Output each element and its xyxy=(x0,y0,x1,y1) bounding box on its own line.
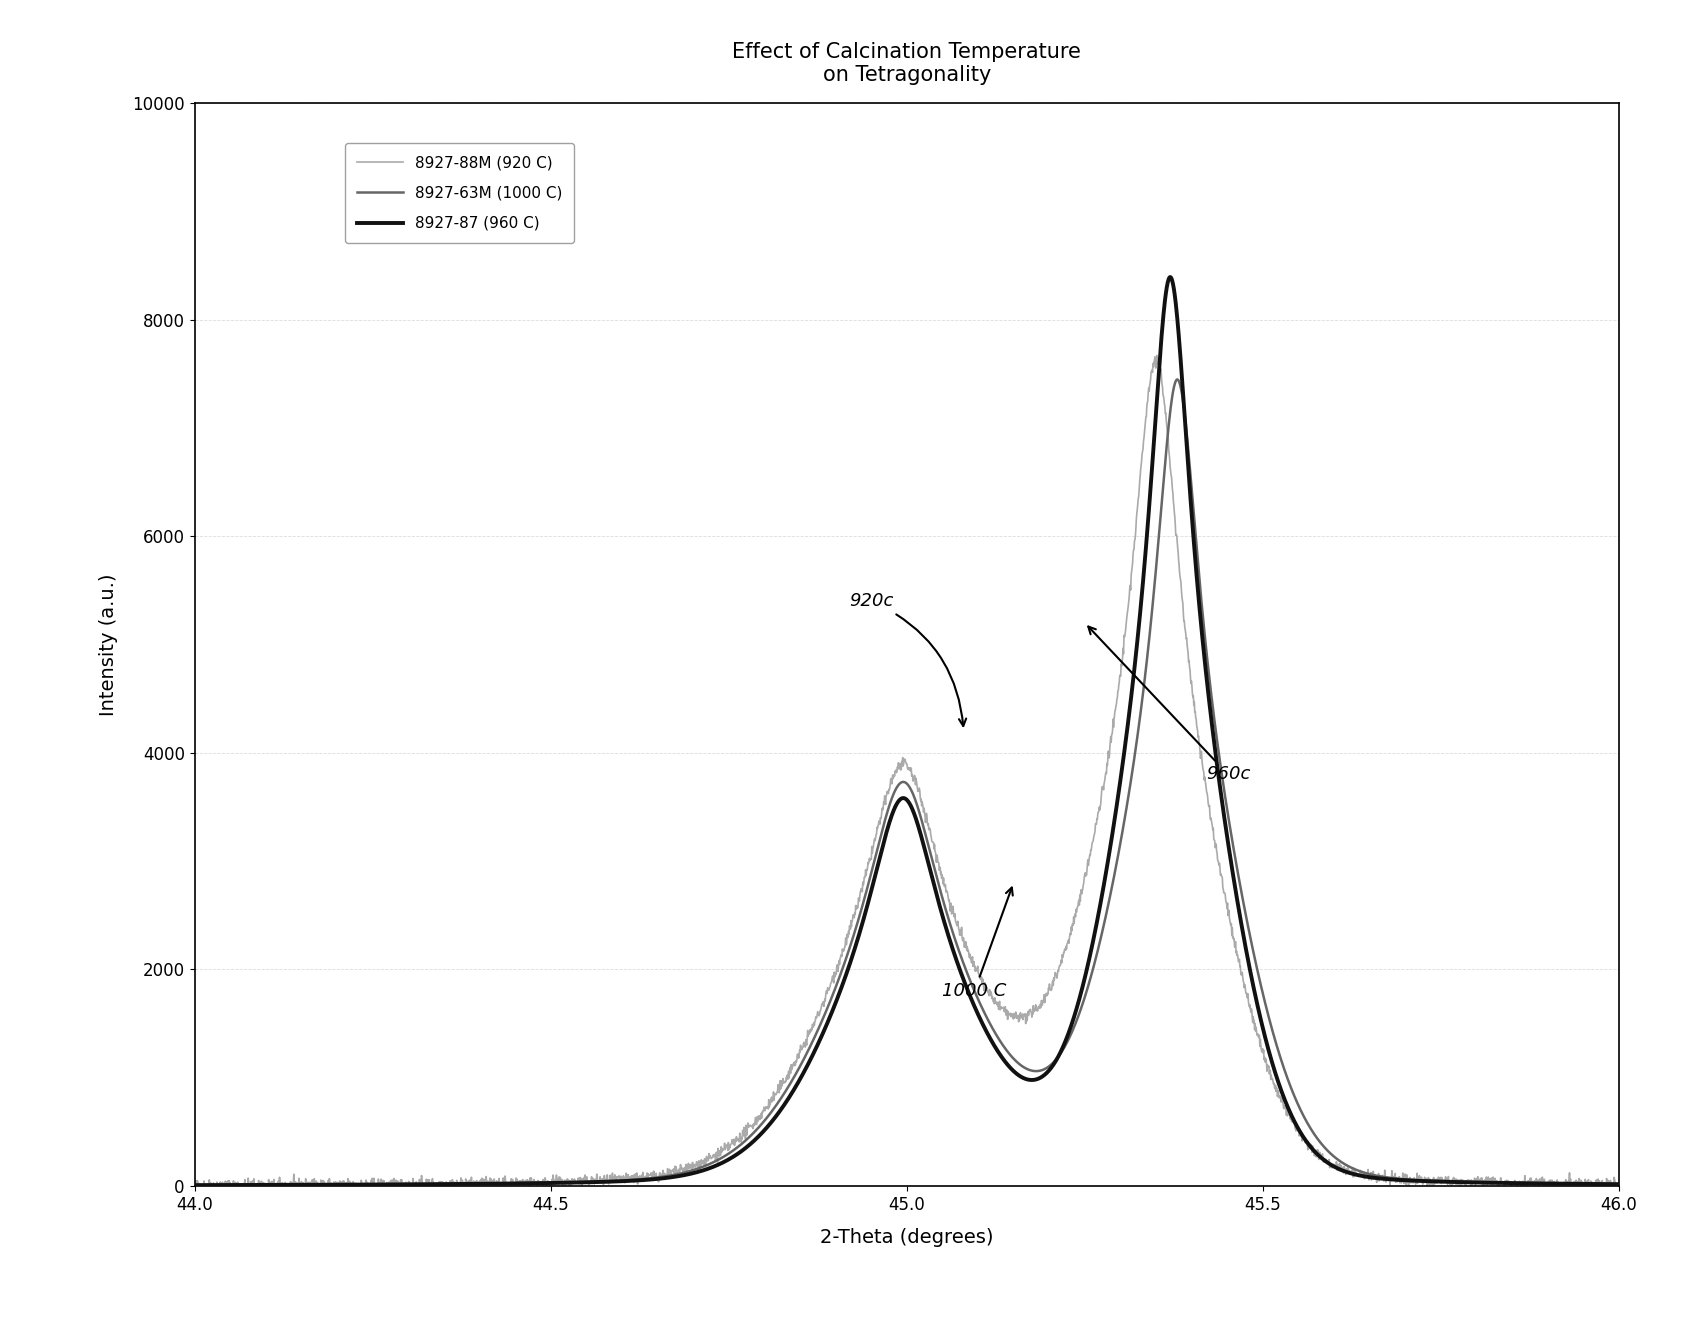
8927-88M (920 C) xyxy=(184,1175,204,1191)
Y-axis label: Intensity (a.u.): Intensity (a.u.) xyxy=(99,574,118,716)
Legend: 8927-88M (920 C), 8927-63M (1000 C), 8927-87 (960 C): 8927-88M (920 C), 8927-63M (1000 C), 892… xyxy=(344,143,575,243)
8927-63M (1000 C) xyxy=(1167,372,1187,388)
8927-88M (920 C) xyxy=(1608,1177,1629,1193)
8927-88M (920 C) xyxy=(792,1040,813,1056)
8927-88M (920 C) xyxy=(347,1178,368,1194)
8927-63M (1000 C) xyxy=(1581,1175,1602,1191)
8927-63M (1000 C) xyxy=(184,1177,204,1193)
8927-87 (960 C) xyxy=(347,1177,368,1193)
X-axis label: 2-Theta (degrees): 2-Theta (degrees) xyxy=(819,1227,993,1247)
Line: 8927-87 (960 C): 8927-87 (960 C) xyxy=(194,278,1619,1185)
8927-88M (920 C) xyxy=(1428,1169,1448,1185)
8927-87 (960 C) xyxy=(792,1066,813,1082)
Text: 920c: 920c xyxy=(850,592,966,726)
8927-88M (920 C) xyxy=(309,1186,329,1202)
8927-88M (920 C) xyxy=(1146,348,1167,364)
8927-87 (960 C) xyxy=(1581,1177,1602,1193)
8927-88M (920 C) xyxy=(732,1134,752,1150)
Line: 8927-63M (1000 C): 8927-63M (1000 C) xyxy=(194,380,1619,1185)
8927-87 (960 C) xyxy=(432,1177,452,1193)
8927-87 (960 C) xyxy=(730,1143,750,1159)
8927-88M (920 C) xyxy=(432,1174,452,1190)
8927-88M (920 C) xyxy=(1581,1174,1602,1190)
8927-63M (1000 C) xyxy=(730,1137,750,1153)
8927-63M (1000 C) xyxy=(1428,1173,1448,1189)
Text: 1000 C: 1000 C xyxy=(942,887,1013,1000)
8927-63M (1000 C) xyxy=(1608,1177,1629,1193)
8927-87 (960 C) xyxy=(1608,1177,1629,1193)
Line: 8927-88M (920 C): 8927-88M (920 C) xyxy=(194,356,1619,1194)
8927-87 (960 C) xyxy=(1160,270,1180,286)
8927-87 (960 C) xyxy=(184,1177,204,1193)
8927-63M (1000 C) xyxy=(432,1177,452,1193)
8927-63M (1000 C) xyxy=(347,1177,368,1193)
Text: 960c: 960c xyxy=(1087,627,1251,784)
Title: Effect of Calcination Temperature
on Tetragonality: Effect of Calcination Temperature on Tet… xyxy=(732,41,1081,85)
8927-87 (960 C) xyxy=(1428,1174,1448,1190)
8927-63M (1000 C) xyxy=(792,1053,813,1069)
